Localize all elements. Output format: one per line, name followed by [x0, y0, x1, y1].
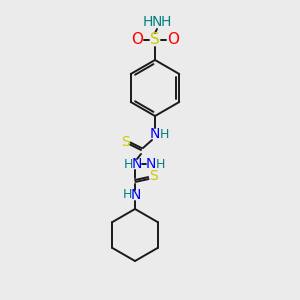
Text: H: H	[155, 158, 165, 170]
Text: O: O	[131, 32, 143, 47]
Text: S: S	[148, 169, 158, 183]
Text: N: N	[132, 157, 142, 171]
Text: N: N	[131, 188, 141, 202]
Text: H: H	[122, 188, 132, 202]
Text: S: S	[121, 135, 129, 149]
Text: O: O	[167, 32, 179, 47]
Text: N: N	[146, 157, 156, 171]
Text: H: H	[143, 15, 153, 29]
Text: H: H	[123, 158, 133, 170]
Text: H: H	[159, 128, 169, 140]
Text: N: N	[152, 15, 162, 29]
Text: N: N	[150, 127, 160, 141]
Text: H: H	[161, 15, 171, 29]
Text: S: S	[150, 32, 160, 47]
